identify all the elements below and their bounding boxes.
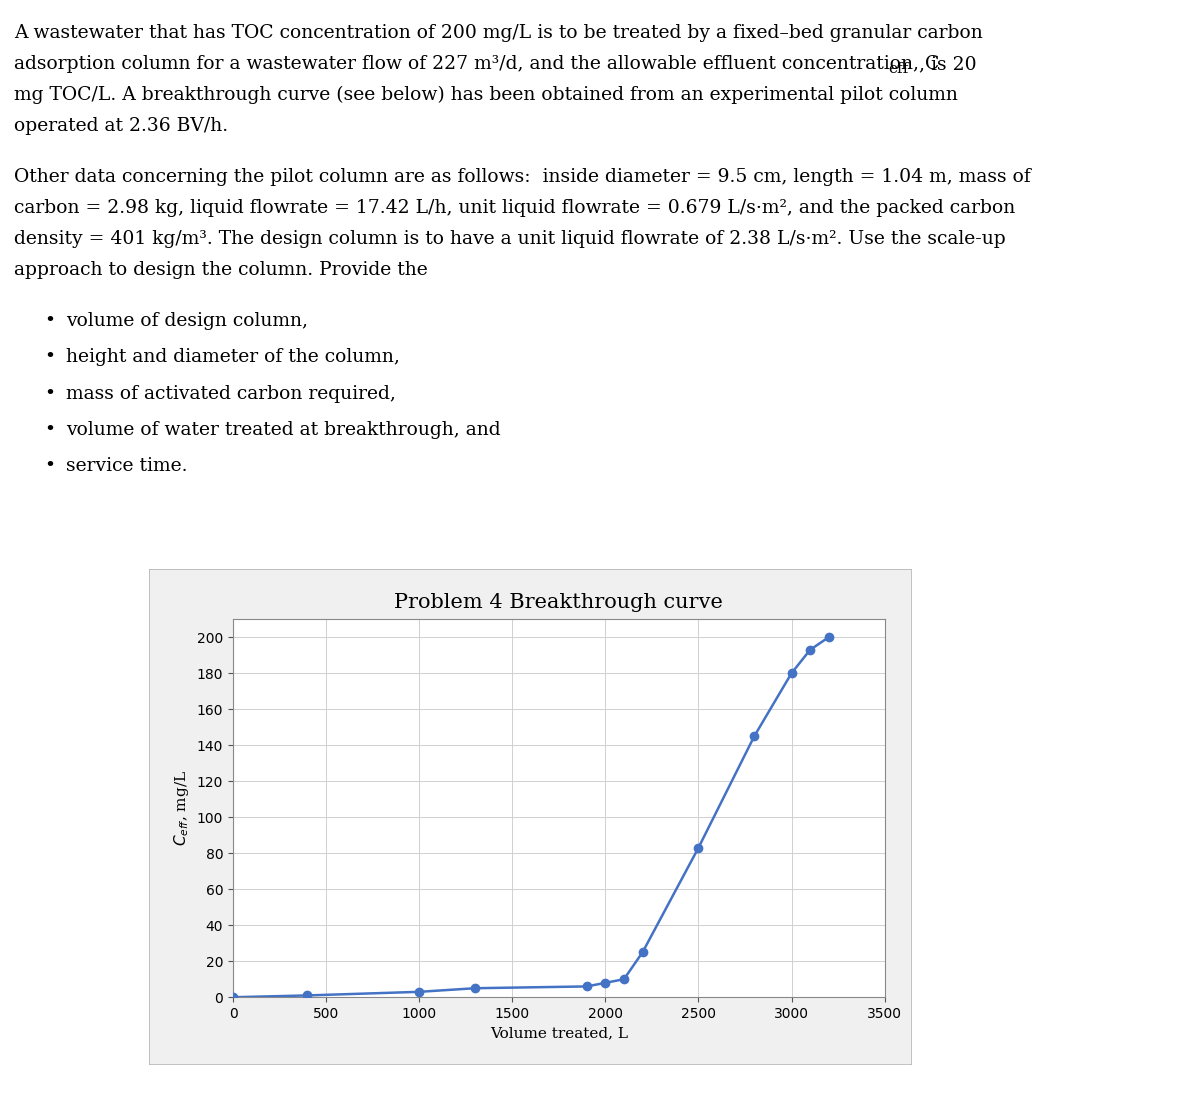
Text: service time.: service time.	[66, 457, 187, 475]
Text: volume of water treated at breakthrough, and: volume of water treated at breakthrough,…	[66, 421, 500, 439]
Text: •: •	[44, 457, 55, 475]
Text: eff: eff	[888, 62, 908, 76]
Text: •: •	[44, 421, 55, 439]
Text: A wastewater that has TOC concentration of 200 mg/L is to be treated by a fixed–: A wastewater that has TOC concentration …	[14, 24, 983, 42]
X-axis label: Volume treated, L: Volume treated, L	[490, 1027, 628, 1041]
Text: Other data concerning the pilot column are as follows:  inside diameter = 9.5 cm: Other data concerning the pilot column a…	[14, 168, 1031, 186]
Text: carbon = 2.98 kg, liquid flowrate = 17.42 L/h, unit liquid flowrate = 0.679 L/s·: carbon = 2.98 kg, liquid flowrate = 17.4…	[14, 199, 1015, 217]
Text: mass of activated carbon required,: mass of activated carbon required,	[66, 385, 396, 402]
Text: volume of design column,: volume of design column,	[66, 312, 308, 329]
Text: , is 20: , is 20	[919, 55, 977, 73]
Text: approach to design the column. Provide the: approach to design the column. Provide t…	[14, 261, 428, 278]
Y-axis label: $C_{eff}$, mg/L: $C_{eff}$, mg/L	[173, 770, 191, 846]
Text: density = 401 kg/m³. The design column is to have a unit liquid flowrate of 2.38: density = 401 kg/m³. The design column i…	[14, 230, 1006, 248]
Text: •: •	[44, 348, 55, 366]
Text: •: •	[44, 385, 55, 402]
Text: •: •	[44, 312, 55, 329]
Title: Problem 4 Breakthrough curve: Problem 4 Breakthrough curve	[395, 593, 724, 612]
Text: height and diameter of the column,: height and diameter of the column,	[66, 348, 400, 366]
Text: adsorption column for a wastewater flow of 227 m³/d, and the allowable effluent : adsorption column for a wastewater flow …	[14, 55, 940, 73]
Text: operated at 2.36 BV/h.: operated at 2.36 BV/h.	[14, 117, 228, 135]
Text: mg TOC/L. A breakthrough curve (see below) has been obtained from an experimenta: mg TOC/L. A breakthrough curve (see belo…	[14, 86, 959, 105]
